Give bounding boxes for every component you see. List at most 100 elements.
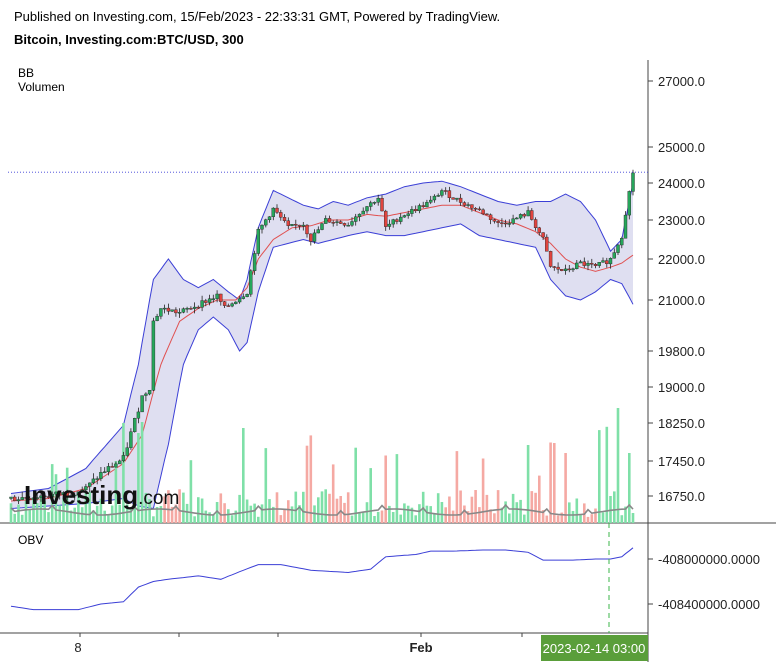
candle-body[interactable] bbox=[500, 222, 504, 224]
candle-body[interactable] bbox=[39, 495, 43, 498]
candle-body[interactable] bbox=[99, 472, 103, 479]
candle-body[interactable] bbox=[162, 307, 167, 310]
candle-body[interactable] bbox=[155, 316, 159, 321]
candle-body[interactable] bbox=[72, 494, 77, 497]
candle-body[interactable] bbox=[267, 216, 272, 220]
candle-body[interactable] bbox=[185, 308, 189, 310]
candle-body[interactable] bbox=[440, 190, 444, 196]
candle-body[interactable] bbox=[170, 309, 174, 312]
candle-body[interactable] bbox=[215, 293, 219, 299]
candle-body[interactable] bbox=[282, 217, 287, 221]
candle-body[interactable] bbox=[28, 498, 32, 500]
candle-body[interactable] bbox=[234, 301, 238, 304]
candle-body[interactable] bbox=[455, 197, 459, 200]
candle-body[interactable] bbox=[541, 232, 545, 238]
candle-body[interactable] bbox=[342, 223, 347, 226]
candle-body[interactable] bbox=[132, 418, 137, 432]
candle-body[interactable] bbox=[200, 300, 204, 308]
candle-body[interactable] bbox=[192, 306, 197, 309]
candle-body[interactable] bbox=[174, 309, 178, 314]
candle-body[interactable] bbox=[376, 197, 380, 203]
candle-body[interactable] bbox=[151, 320, 156, 391]
candle-body[interactable] bbox=[159, 308, 163, 317]
candle-body[interactable] bbox=[335, 221, 339, 223]
candle-body[interactable] bbox=[226, 305, 231, 307]
candle-body[interactable] bbox=[43, 495, 47, 498]
candle-body[interactable] bbox=[556, 266, 560, 270]
candle-body[interactable] bbox=[473, 207, 478, 210]
candle-body[interactable] bbox=[470, 204, 474, 209]
candle-body[interactable] bbox=[80, 489, 84, 492]
candle-body[interactable] bbox=[458, 197, 463, 203]
candle-body[interactable] bbox=[605, 260, 609, 265]
candle-body[interactable] bbox=[530, 210, 534, 220]
candle-body[interactable] bbox=[481, 209, 485, 215]
candle-body[interactable] bbox=[144, 393, 148, 396]
candle-body[interactable] bbox=[357, 213, 362, 218]
candle-body[interactable] bbox=[327, 218, 332, 223]
candle-body[interactable] bbox=[121, 455, 126, 461]
candle-body[interactable] bbox=[286, 220, 290, 226]
candle-body[interactable] bbox=[20, 497, 24, 500]
candle-body[interactable] bbox=[294, 223, 298, 226]
candle-body[interactable] bbox=[425, 202, 429, 208]
candle-body[interactable] bbox=[346, 224, 350, 227]
candle-body[interactable] bbox=[507, 223, 511, 225]
candle-body[interactable] bbox=[196, 306, 201, 309]
candle-body[interactable] bbox=[249, 270, 253, 295]
candle-body[interactable] bbox=[31, 497, 36, 500]
candle-body[interactable] bbox=[65, 492, 69, 497]
candle-body[interactable] bbox=[537, 227, 541, 233]
candle-body[interactable] bbox=[260, 224, 264, 230]
candle-body[interactable] bbox=[84, 486, 88, 491]
candle-body[interactable] bbox=[432, 195, 437, 201]
candle-body[interactable] bbox=[252, 253, 257, 271]
candle-body[interactable] bbox=[399, 216, 403, 222]
candle-body[interactable] bbox=[9, 496, 13, 499]
candle-body[interactable] bbox=[395, 219, 399, 222]
candle-body[interactable] bbox=[372, 202, 377, 204]
candle-body[interactable] bbox=[492, 219, 497, 222]
candle-body[interactable] bbox=[631, 172, 635, 192]
candle-body[interactable] bbox=[623, 214, 628, 239]
candle-body[interactable] bbox=[406, 213, 410, 216]
candle-body[interactable] bbox=[271, 207, 275, 217]
candle-body[interactable] bbox=[444, 190, 448, 192]
candle-body[interactable] bbox=[211, 298, 216, 300]
candle-body[interactable] bbox=[518, 214, 523, 219]
candle-body[interactable] bbox=[241, 296, 246, 299]
candle-body[interactable] bbox=[522, 214, 526, 217]
candle-body[interactable] bbox=[616, 244, 620, 253]
candle-body[interactable] bbox=[309, 233, 313, 242]
candle-body[interactable] bbox=[140, 395, 144, 413]
candle-body[interactable] bbox=[106, 466, 111, 472]
candle-body[interactable] bbox=[402, 215, 407, 218]
candle-body[interactable] bbox=[515, 217, 519, 220]
candle-body[interactable] bbox=[552, 266, 556, 268]
candle-body[interactable] bbox=[586, 263, 590, 266]
candle-body[interactable] bbox=[414, 209, 418, 212]
candle-body[interactable] bbox=[16, 499, 21, 502]
candle-body[interactable] bbox=[275, 207, 279, 213]
candle-body[interactable] bbox=[578, 261, 583, 264]
candle-body[interactable] bbox=[620, 238, 624, 246]
candle-body[interactable] bbox=[560, 269, 564, 271]
candle-body[interactable] bbox=[46, 496, 51, 498]
candle-body[interactable] bbox=[582, 261, 586, 266]
candle-body[interactable] bbox=[35, 497, 39, 499]
candle-body[interactable] bbox=[87, 482, 92, 487]
candle-body[interactable] bbox=[354, 216, 358, 222]
candle-body[interactable] bbox=[222, 301, 227, 306]
candle-body[interactable] bbox=[511, 218, 515, 224]
candle-body[interactable] bbox=[181, 308, 186, 313]
candle-body[interactable] bbox=[204, 300, 208, 303]
candle-body[interactable] bbox=[421, 205, 425, 207]
candle-body[interactable] bbox=[571, 268, 575, 271]
candle-body[interactable] bbox=[245, 294, 249, 297]
candle-body[interactable] bbox=[462, 202, 467, 206]
candle-body[interactable] bbox=[12, 496, 17, 501]
candle-body[interactable] bbox=[177, 312, 182, 314]
candle-body[interactable] bbox=[117, 460, 122, 465]
candle-body[interactable] bbox=[147, 390, 152, 395]
candle-body[interactable] bbox=[129, 431, 133, 448]
